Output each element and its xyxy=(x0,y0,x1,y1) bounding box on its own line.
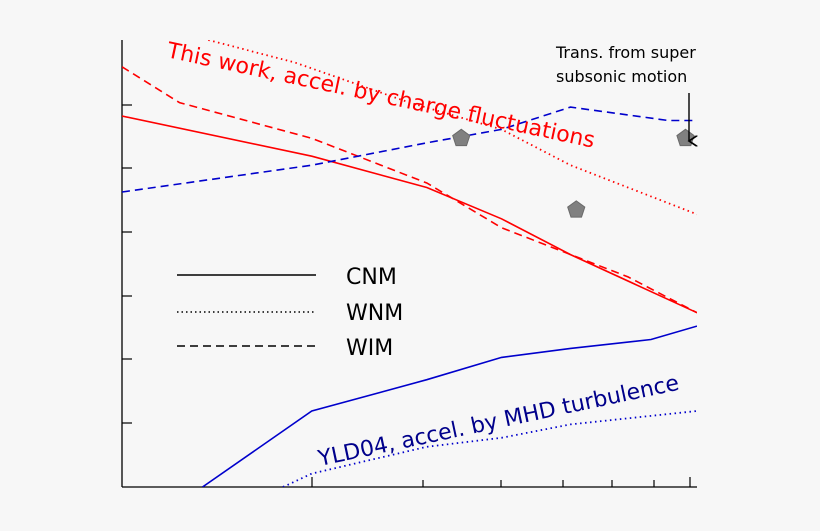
series-line-this-work-solid xyxy=(122,115,697,314)
series-line-yld04-solid xyxy=(202,325,697,487)
legend-label-wnm: WNM xyxy=(346,301,403,326)
legend-label-wim: WIM xyxy=(346,336,393,361)
transition-marker xyxy=(452,128,471,147)
transition-marker xyxy=(567,200,586,218)
series-line-yld04-dotted xyxy=(282,410,697,487)
yld04-annotation: YLD04, accel. by MHD turbulence xyxy=(315,371,681,472)
transition-marker xyxy=(676,128,695,147)
legend: CNM WNM WIM xyxy=(177,265,403,361)
transition-annotation-line1: Trans. from super to xyxy=(555,43,717,62)
series-line-this-work-dashed xyxy=(122,66,697,314)
marker-layer xyxy=(452,128,695,218)
series-layer xyxy=(122,40,697,487)
transition-annotation-line2: subsonic motion xyxy=(556,67,687,86)
y-ticks xyxy=(122,104,132,424)
this-work-annotation: This work, accel. by charge fluctuations xyxy=(164,38,597,153)
legend-label-cnm: CNM xyxy=(346,265,397,290)
series-line-yld04-dashed xyxy=(122,106,697,193)
x-ticks xyxy=(311,477,691,487)
